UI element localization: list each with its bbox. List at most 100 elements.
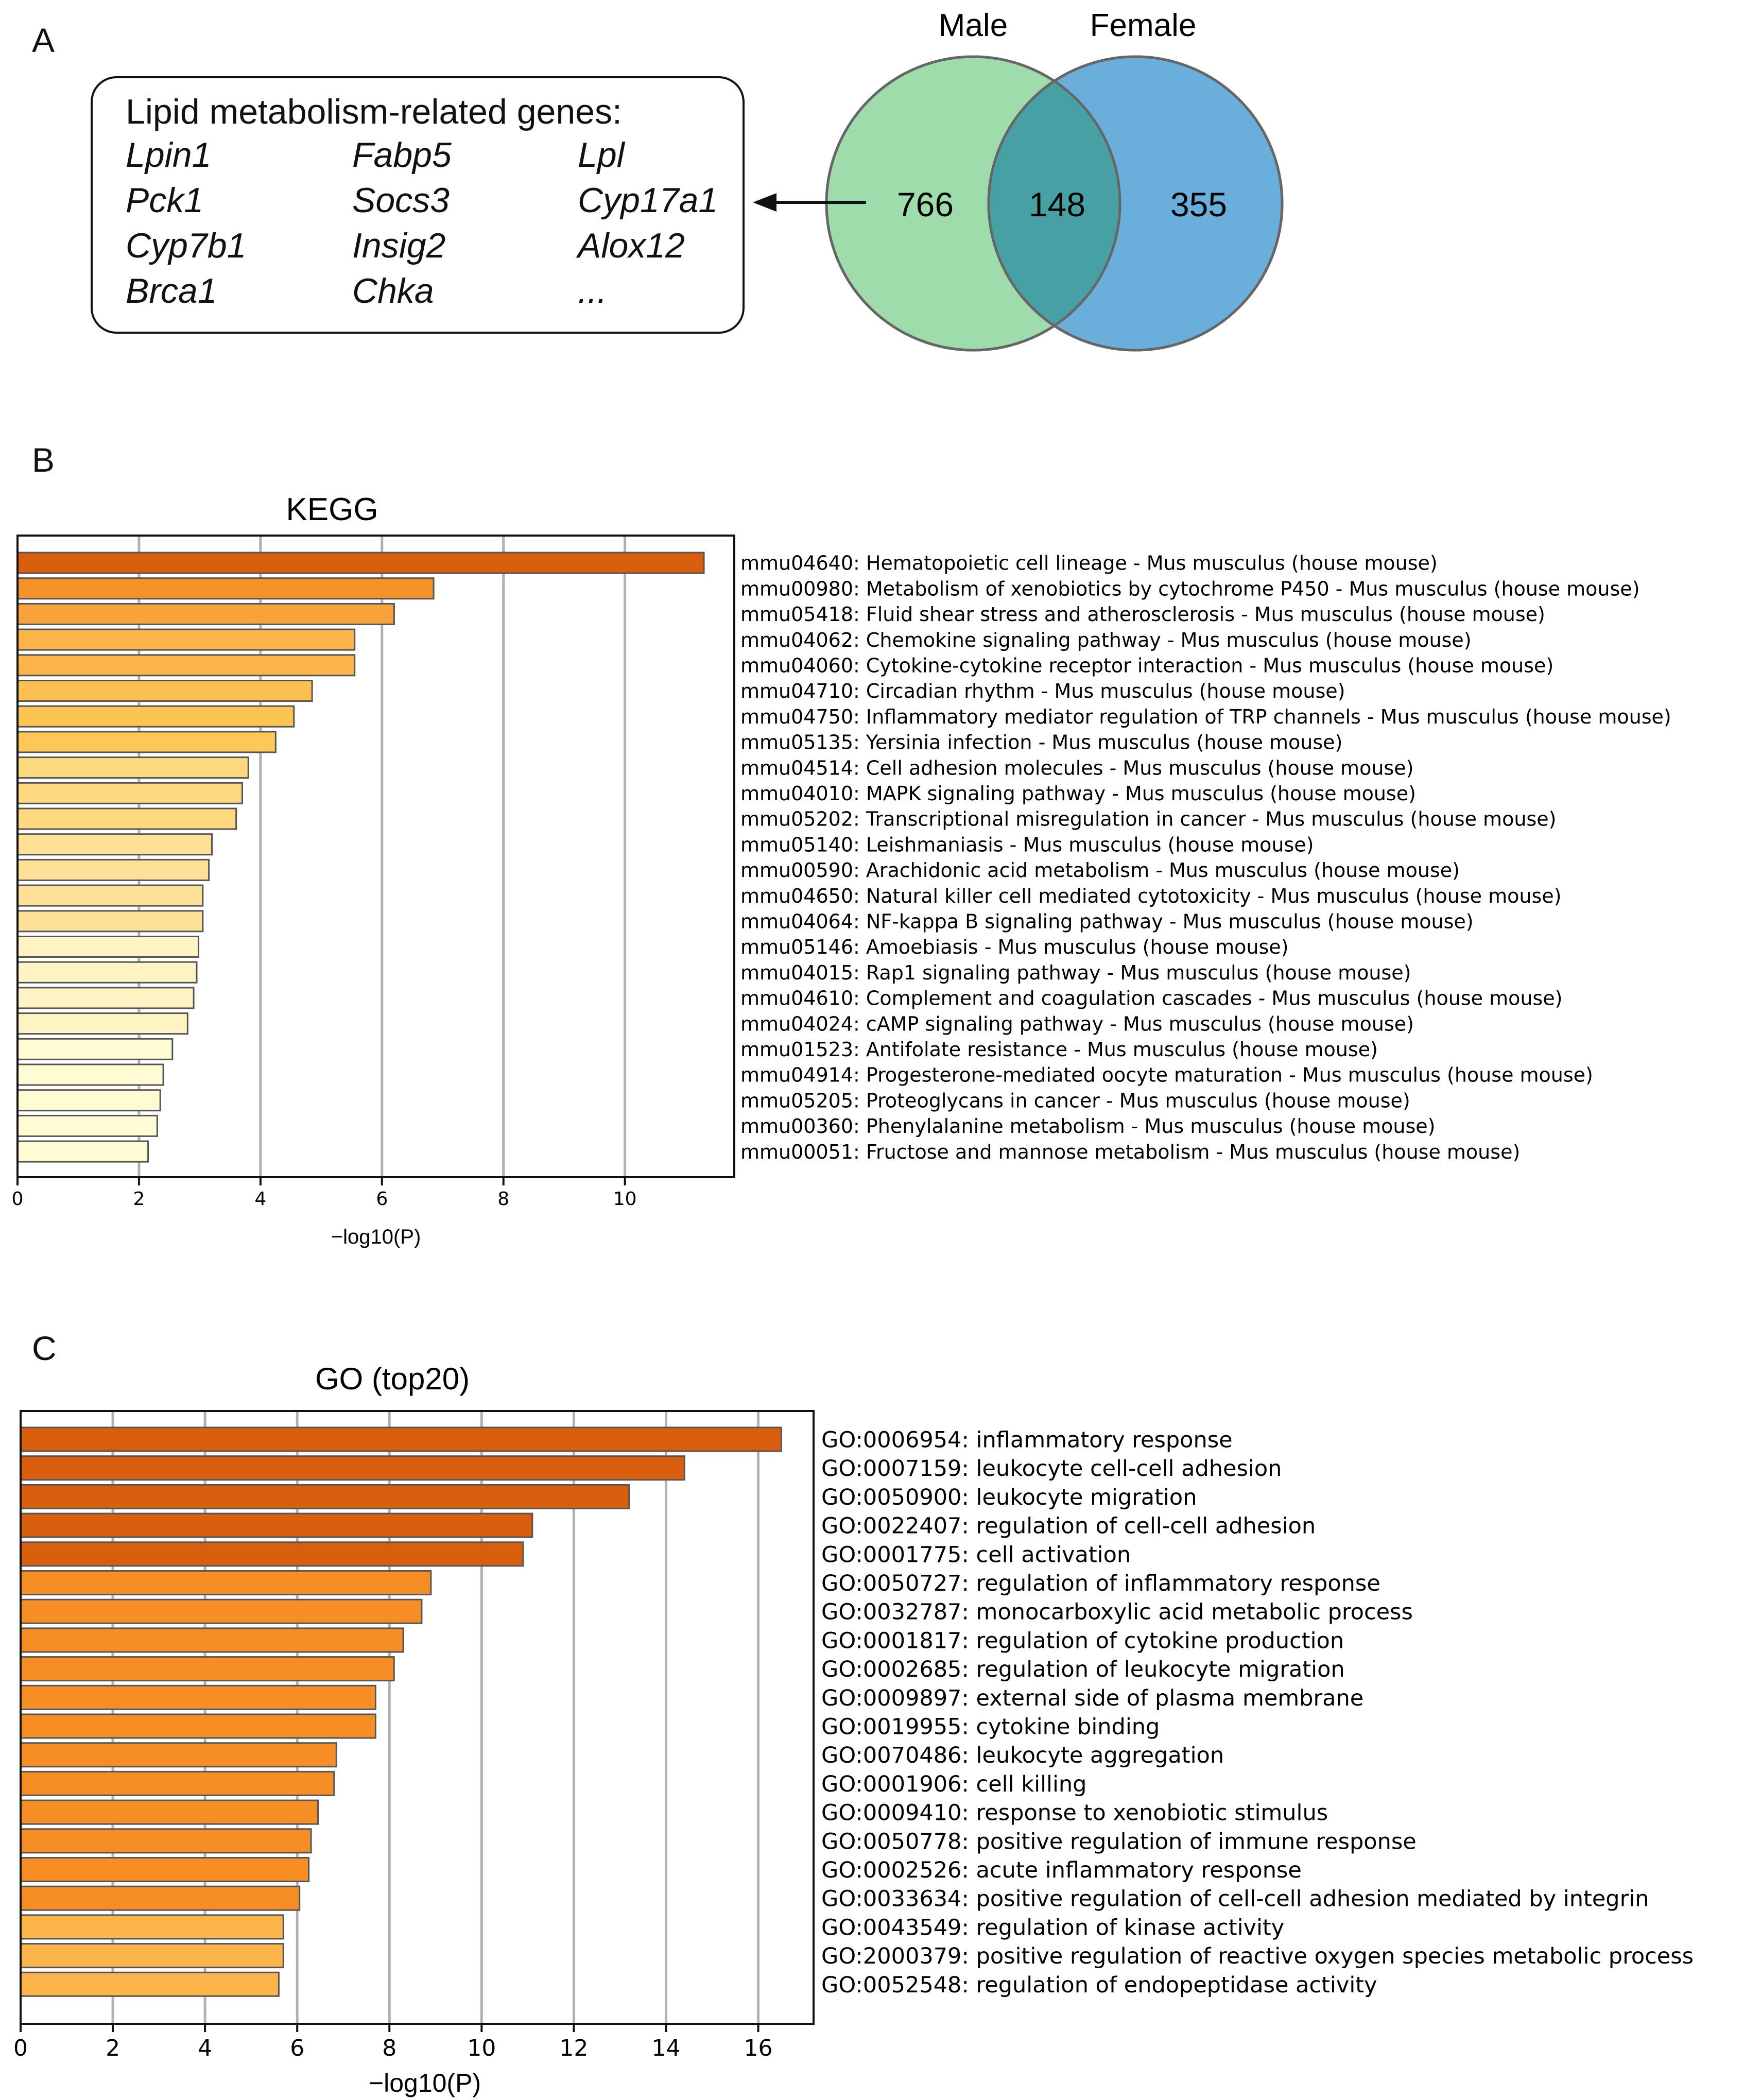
category-label: mmu00980: Metabolism of xenobiotics by c… [740, 577, 1640, 600]
bar [20, 1770, 335, 1796]
x-tick-label: 8 [497, 1189, 509, 1210]
bar [20, 1627, 404, 1653]
x-tick-label: 0 [13, 2035, 28, 2061]
category-label: mmu05205: Proteoglycans in cancer - Mus … [740, 1089, 1410, 1112]
category-label: mmu04060: Cytokine-cytokine receptor int… [740, 654, 1553, 677]
category-label: GO:0070486: leukocyte aggregation [821, 1743, 1224, 1768]
bar [16, 1140, 149, 1163]
gene-item: Cyp7b1 [126, 226, 247, 265]
category-label: mmu04024: cAMP signaling pathway - Mus m… [740, 1012, 1414, 1035]
category-label: GO:0019955: cytokine binding [821, 1714, 1160, 1740]
venn-female-label: Female [1090, 8, 1197, 43]
panel-b-label: B [32, 441, 55, 479]
bar [20, 1713, 376, 1739]
bar [16, 705, 295, 728]
bar [16, 1114, 158, 1137]
arrow-head-icon [753, 193, 776, 212]
gene-item: ... [578, 271, 607, 311]
venn-female-only-count: 355 [1170, 185, 1227, 223]
category-label: GO:0007159: leukocyte cell-cell adhesion [821, 1456, 1282, 1482]
bar [20, 1598, 423, 1624]
panel-a-label: A [32, 21, 55, 59]
gene-item: Pck1 [126, 181, 204, 220]
category-label: GO:0002526: acute inflammatory response [821, 1857, 1302, 1883]
x-tick-label: 0 [12, 1189, 24, 1210]
category-label: GO:0002685: regulation of leukocyte migr… [821, 1657, 1345, 1682]
bar [20, 1943, 284, 1969]
x-tick-label: 4 [254, 1189, 266, 1210]
bar [16, 1063, 164, 1086]
chart-title: GO (top20) [315, 1362, 470, 1396]
category-label: GO:0006954: inflammatory response [821, 1427, 1233, 1453]
category-label: GO:0001906: cell killing [821, 1771, 1086, 1797]
x-axis-label: −log10(P) [369, 2069, 481, 2097]
bar [16, 577, 435, 600]
category-label: mmu01523: Antifolate resistance - Mus mu… [740, 1038, 1378, 1061]
bar [20, 1684, 376, 1710]
category-label: mmu05140: Leishmaniasis - Mus musculus (… [740, 833, 1314, 856]
venn-circle-outline [987, 55, 1284, 352]
category-label: GO:0009410: response to xenobiotic stimu… [821, 1800, 1328, 1826]
x-tick-label: 14 [651, 2035, 680, 2061]
x-tick-label: 6 [290, 2035, 304, 2061]
gene-item: Chka [352, 271, 434, 311]
category-label: mmu05418: Fluid shear stress and atheros… [740, 603, 1545, 626]
plot-frame [16, 535, 735, 1178]
x-tick-label: 16 [744, 2035, 773, 2061]
venn-diagram: Male Female 766 148 355 [753, 8, 1284, 352]
category-label: mmu04610: Complement and coagulation cas… [740, 987, 1562, 1010]
x-tick-label: 2 [106, 2035, 120, 2061]
category-label: mmu04064: NF-kappa B signaling pathway -… [740, 910, 1474, 933]
x-tick-label: 2 [133, 1189, 145, 1210]
chart-title: KEGG [286, 492, 378, 527]
gene-item: Socs3 [352, 181, 450, 220]
bar [16, 756, 249, 779]
bar [16, 987, 195, 1009]
gene-item: Cyp17a1 [578, 181, 718, 220]
category-label: mmu04640: Hematopoietic cell lineage - M… [740, 552, 1438, 575]
bar [16, 654, 356, 677]
bar [20, 1484, 630, 1509]
category-label: mmu00051: Fructose and mannose metabolis… [740, 1141, 1520, 1163]
category-label: GO:0001817: regulation of cytokine produ… [821, 1628, 1344, 1654]
bar [20, 1799, 319, 1825]
bar [16, 782, 243, 804]
venn-overlap-region [989, 57, 1120, 350]
venn-male-only-count: 766 [897, 185, 954, 223]
category-label: GO:0052548: regulation of endopeptidase … [821, 1972, 1377, 1998]
category-label: GO:0033634: positive regulation of cell-… [821, 1886, 1649, 1912]
bar [16, 807, 237, 830]
panel-c-label: C [32, 1329, 57, 1367]
bar [20, 1512, 533, 1538]
category-label: GO:0032787: monocarboxylic acid metaboli… [821, 1599, 1413, 1625]
category-label: mmu05202: Transcriptional misregulation … [740, 808, 1556, 831]
bar [20, 1885, 301, 1911]
category-label: mmu05146: Amoebiasis - Mus musculus (hou… [740, 936, 1289, 958]
gene-item: Insig2 [352, 226, 446, 265]
category-label: mmu00360: Phenylalanine metabolism - Mus… [740, 1115, 1435, 1138]
bar [16, 858, 210, 881]
bar [20, 1828, 312, 1854]
category-label: GO:0050778: positive regulation of immun… [821, 1829, 1417, 1854]
bar [20, 1656, 395, 1682]
venn-overlap-count: 148 [1029, 185, 1085, 223]
category-label: GO:2000379: positive regulation of react… [821, 1943, 1694, 1969]
x-tick-label: 12 [559, 2035, 588, 2061]
category-label: GO:0022407: regulation of cell-cell adhe… [821, 1513, 1316, 1539]
category-label: GO:0043549: regulation of kinase activit… [821, 1915, 1284, 1940]
x-tick-label: 8 [382, 2035, 396, 2061]
bar [16, 731, 277, 753]
category-label: mmu04650: Natural killer cell mediated c… [740, 885, 1561, 907]
x-axis-label: −log10(P) [331, 1226, 421, 1248]
x-tick-label: 4 [198, 2035, 212, 2061]
gene-item: Lpl [578, 135, 625, 175]
x-tick-label: 6 [376, 1189, 388, 1210]
bar [16, 552, 705, 574]
category-label: mmu04015: Rap1 signaling pathway - Mus m… [740, 961, 1411, 984]
gene-list-box [91, 76, 745, 334]
x-tick-label: 10 [467, 2035, 496, 2061]
bar [16, 910, 204, 933]
category-label: mmu04010: MAPK signaling pathway - Mus m… [740, 782, 1416, 805]
category-label: mmu05135: Yersinia infection - Mus muscu… [740, 731, 1342, 754]
